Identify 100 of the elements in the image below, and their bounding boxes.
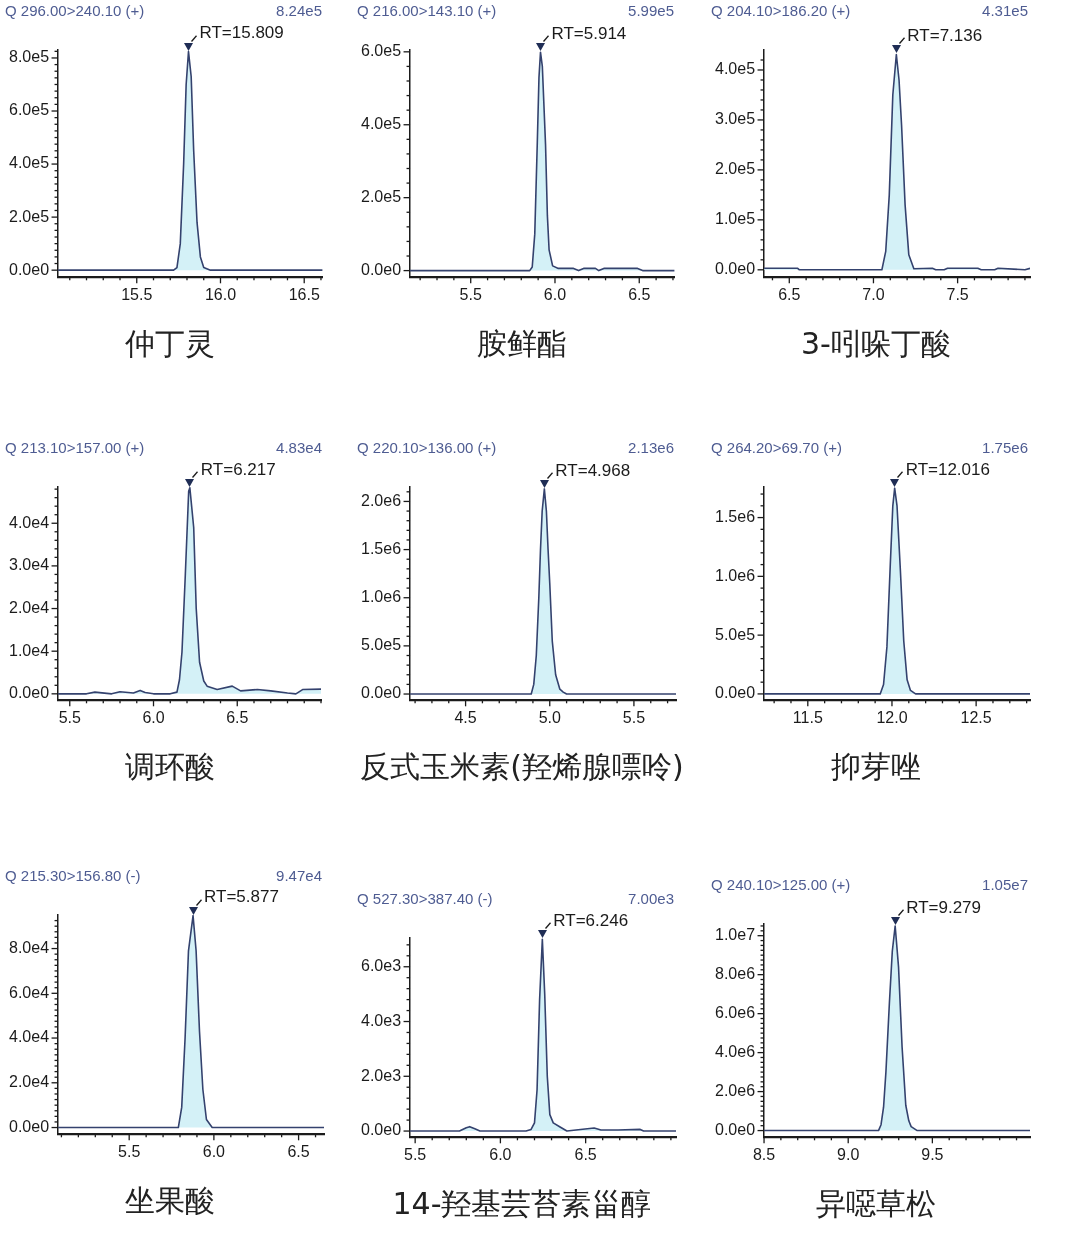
text: 调环酸 (124, 748, 216, 786)
x-tick-label: 6.0 (489, 1145, 512, 1163)
y-tick-label: 1.0e6 (360, 588, 402, 606)
x-tick-label: 6.0 (202, 1142, 226, 1160)
x-tick-label: 6.5 (574, 1145, 597, 1163)
x-tick-label: 6.5 (287, 1142, 310, 1160)
text: 7.00e3 (628, 890, 674, 907)
text: 1.05e7 (982, 876, 1028, 893)
chart-subtitle: Q 204.10>186.20 (+) (711, 2, 851, 19)
y-tick-label: 3.0e4 (8, 556, 50, 574)
x-tick-label: 6.5 (628, 285, 651, 303)
x-tick-label: 5.5 (404, 1145, 427, 1163)
y-tick-label: 8.0e6 (714, 965, 756, 983)
annotation: RT=5.877 (204, 887, 279, 907)
text: 胺鲜酯 (476, 325, 568, 363)
y-tick-label: 8.0e5 (8, 48, 50, 66)
annotation: RT=15.809 (199, 23, 284, 43)
chart-subtitle: Q 220.10>136.00 (+) (357, 439, 497, 456)
y-tick-label: 1.0e7 (714, 926, 756, 944)
y-tick-label: 4.0e3 (360, 1011, 402, 1029)
y-tick-label: 4.0e5 (360, 115, 402, 133)
x-tick-label: 7.0 (862, 285, 885, 303)
y-tick-label: 2.0e5 (8, 207, 50, 225)
y-tick-label: 2.0e4 (8, 1073, 50, 1091)
x-tick-label: 9.5 (921, 1145, 944, 1163)
annotation: RT=12.016 (905, 459, 990, 479)
y-tick-label: 6.0e6 (714, 1004, 756, 1022)
x-tick-label: 5.0 (538, 708, 561, 726)
y-tick-label: 2.0e6 (714, 1082, 756, 1099)
text: 反式玉米素(羟烯腺嘌呤) (359, 748, 685, 786)
text: 3-吲哚丁酸 (800, 325, 952, 363)
x-tick-label: 6.0 (142, 708, 165, 726)
chart-subtitle: Q 264.20>69.70 (+) (711, 439, 842, 456)
x-tick-label: 5.5 (118, 1142, 141, 1160)
y-tick-label: 2.0e5 (714, 160, 756, 178)
chart-subtitle: Q 213.10>157.00 (+) (5, 439, 145, 456)
y-tick-label: 6.0e5 (360, 42, 402, 60)
x-tick-label: 6.5 (778, 285, 801, 303)
y-tick-label: 8.0e4 (8, 938, 50, 956)
y-tick-label: 1.5e6 (360, 539, 402, 557)
x-tick-label: 6.5 (226, 708, 249, 726)
x-tick-label: 9.0 (837, 1145, 860, 1163)
y-tick-label: 0.0e0 (8, 1117, 50, 1135)
y-tick-label: 2.0e6 (360, 491, 402, 509)
y-tick-label: 5.0e5 (360, 636, 402, 654)
chart-subtitle: Q 527.30>387.40 (-) (357, 890, 493, 907)
text: 4.31e5 (982, 2, 1028, 19)
y-tick-label: 4.0e4 (8, 1028, 50, 1046)
text: 14-羟基芸苔素甾醇 (391, 1185, 653, 1223)
x-tick-label: 11.5 (792, 708, 823, 726)
y-tick-label: 4.0e6 (714, 1043, 756, 1061)
x-tick-label: 5.5 (58, 708, 81, 726)
y-tick-label: 2.0e3 (360, 1066, 402, 1084)
y-tick-label: 2.0e4 (8, 598, 50, 616)
text: 4.83e4 (276, 439, 322, 456)
x-tick-label: 12.5 (960, 708, 992, 726)
y-tick-label: 3.0e5 (714, 110, 756, 128)
text: 坐果酸 (124, 1182, 216, 1220)
text: 8.24e5 (276, 2, 322, 19)
annotation: RT=5.914 (551, 23, 627, 43)
x-tick-label: 5.5 (459, 285, 482, 303)
annotation: RT=7.136 (907, 26, 983, 46)
y-tick-label: 0.0e0 (714, 1120, 756, 1138)
y-tick-label: 4.0e5 (714, 60, 756, 78)
chart-subtitle: Q 240.10>125.00 (+) (711, 876, 851, 893)
text: 2.13e6 (628, 439, 674, 456)
y-tick-label: 1.5e6 (714, 507, 756, 525)
chart-subtitle: Q 215.30>156.80 (-) (5, 867, 141, 884)
y-tick-label: 0.0e0 (360, 1121, 402, 1139)
y-tick-label: 0.0e0 (360, 684, 402, 702)
x-tick-label: 8.5 (752, 1145, 776, 1163)
y-tick-label: 1.0e4 (8, 641, 50, 659)
x-tick-label: 4.5 (454, 708, 477, 726)
text: 抑芽唑 (830, 748, 922, 786)
y-tick-label: 0.0e0 (360, 261, 402, 279)
y-tick-label: 6.0e5 (8, 101, 50, 119)
text: 仲丁灵 (124, 325, 216, 363)
y-tick-label: 6.0e3 (360, 957, 402, 975)
y-tick-label: 0.0e0 (8, 260, 50, 278)
y-tick-label: 4.0e4 (8, 513, 50, 531)
x-tick-label: 15.5 (121, 285, 153, 303)
x-tick-label: 12.0 (876, 708, 908, 726)
x-tick-label: 16.5 (288, 285, 320, 303)
text: 5.99e5 (628, 2, 674, 19)
text: 异噁草松 (815, 1185, 937, 1223)
annotation: RT=6.217 (200, 459, 276, 479)
y-tick-label: 0.0e0 (8, 684, 50, 702)
annotation: RT=4.968 (555, 460, 631, 480)
y-tick-label: 1.0e6 (714, 566, 756, 584)
x-tick-label: 7.5 (946, 285, 969, 303)
y-tick-label: 4.0e5 (8, 154, 50, 172)
x-tick-label: 6.0 (543, 285, 567, 303)
y-tick-label: 5.0e5 (714, 625, 756, 643)
y-tick-label: 0.0e0 (714, 684, 756, 702)
y-tick-label: 6.0e4 (8, 983, 50, 1001)
text: 1.75e6 (982, 439, 1028, 456)
chart-subtitle: Q 216.00>143.10 (+) (357, 2, 497, 19)
text: 9.47e4 (276, 867, 322, 884)
x-tick-label: 16.0 (204, 285, 237, 303)
chart-subtitle: Q 296.00>240.10 (+) (5, 2, 145, 19)
